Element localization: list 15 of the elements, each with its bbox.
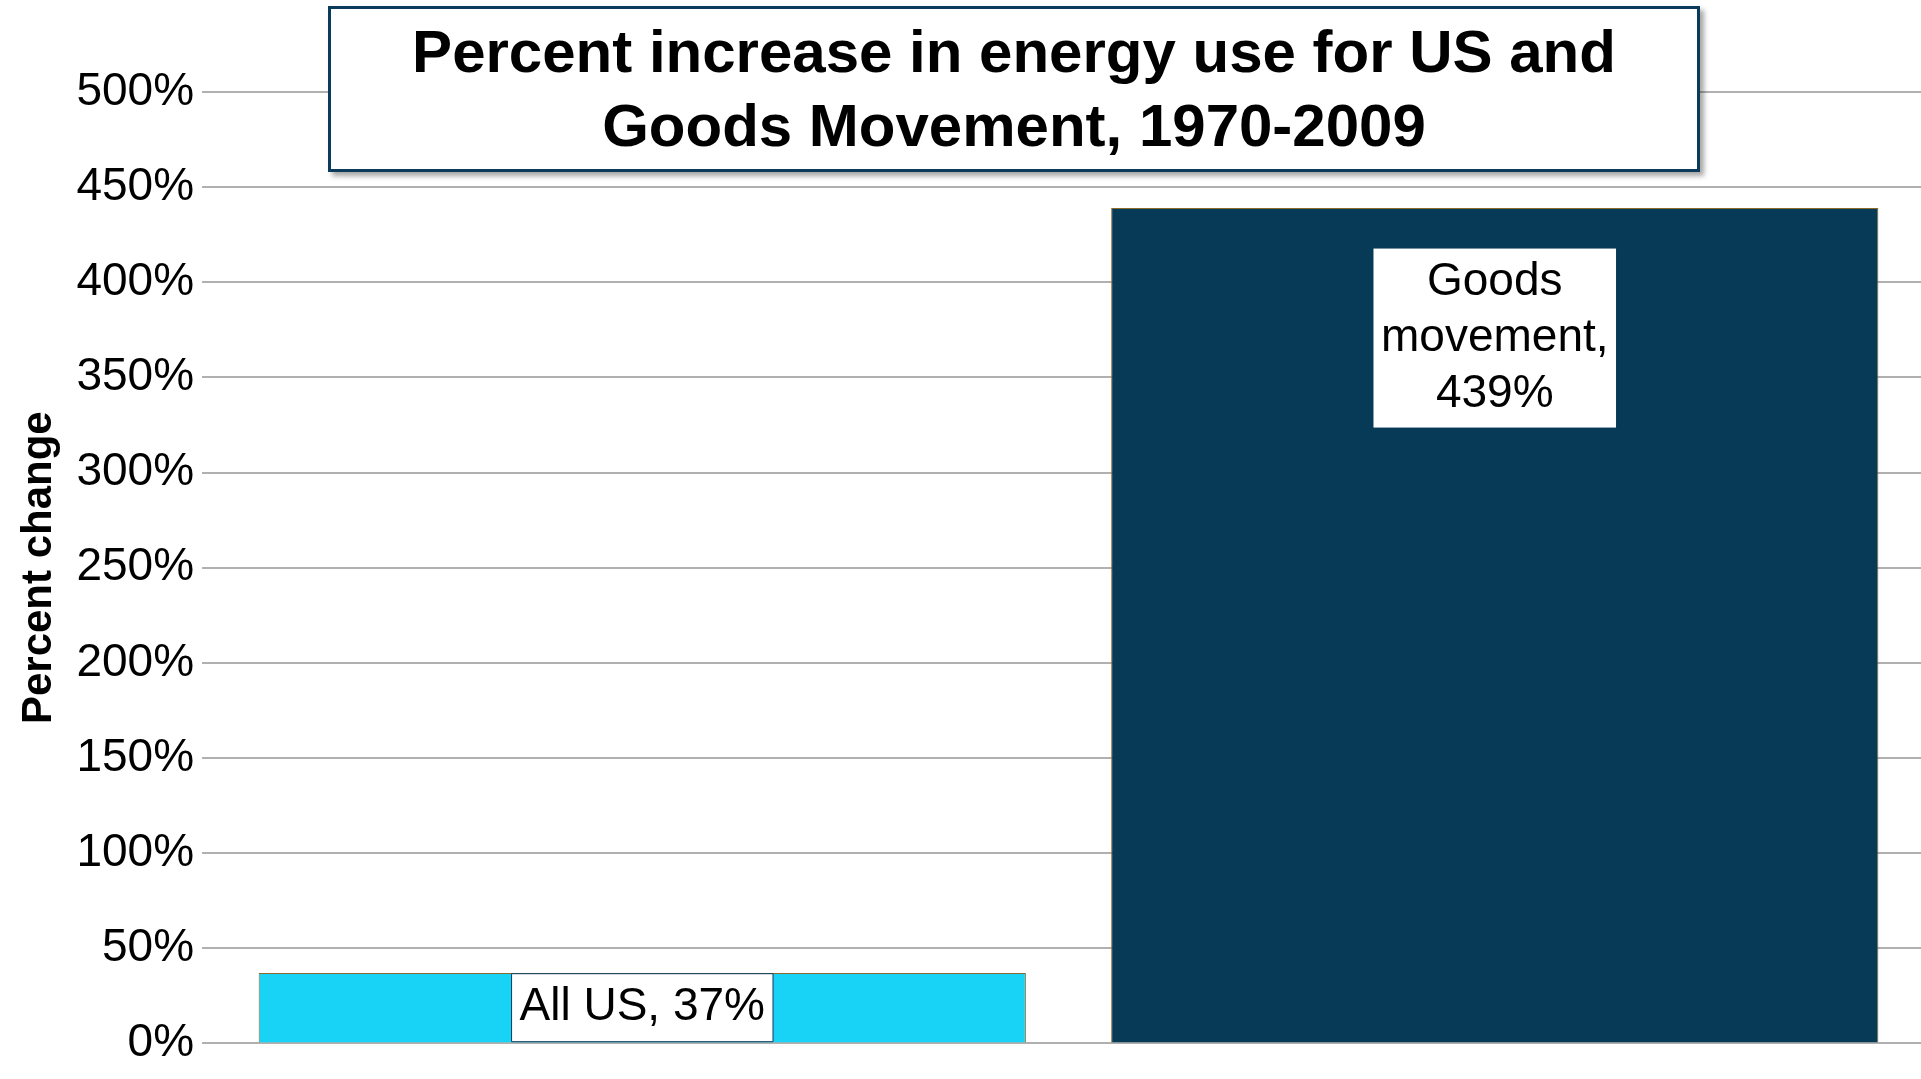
y-tick-label: 250%: [76, 538, 195, 591]
y-tick-label: 300%: [76, 443, 195, 496]
y-tick-label: 350%: [76, 348, 195, 401]
chart-title: Percent increase in energy use for US and Goods Movement, 1970-2009: [328, 6, 1700, 172]
y-tick-label: 450%: [76, 157, 195, 210]
y-tick-label: 100%: [76, 823, 195, 876]
y-tick-label: 0%: [127, 1014, 195, 1067]
data-label: Goods movement, 439%: [1381, 252, 1609, 417]
y-axis-title: Percent change: [12, 411, 60, 725]
y-tick-label: 150%: [76, 728, 195, 781]
y-tick-label: 200%: [76, 633, 195, 686]
y-tick-label: 50%: [101, 918, 195, 971]
y-tick-label: 500%: [76, 62, 195, 115]
y-tick-label: 400%: [76, 252, 195, 305]
data-label: All US, 37%: [519, 978, 766, 1031]
